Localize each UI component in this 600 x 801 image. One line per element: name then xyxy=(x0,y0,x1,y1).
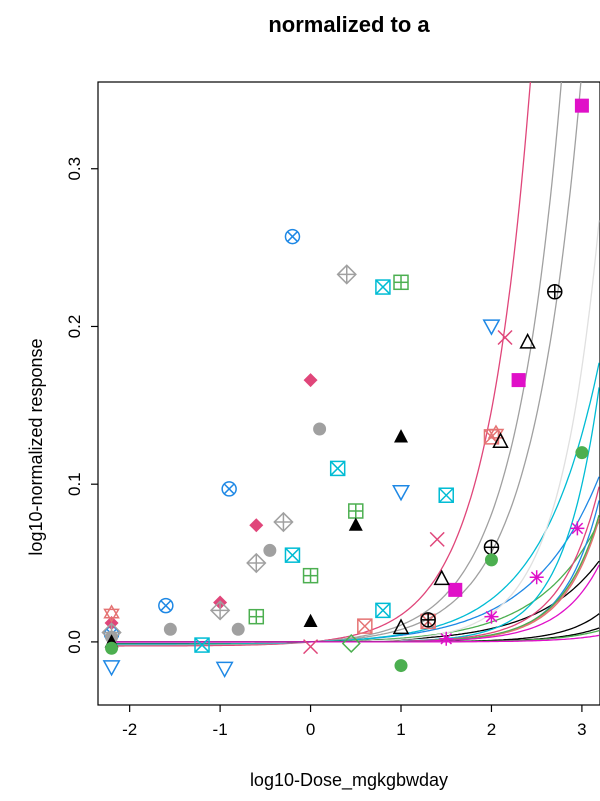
x-tick-label: 2 xyxy=(487,720,496,739)
data-point xyxy=(484,553,498,567)
fit-curve xyxy=(107,634,600,643)
data-point xyxy=(302,567,319,584)
fitted-curves xyxy=(107,82,600,647)
data-point xyxy=(303,613,318,628)
data-point xyxy=(246,552,267,574)
x-axis-label: log10-Dose_mgkgbwday xyxy=(250,770,448,791)
data-point xyxy=(341,634,361,653)
data-point xyxy=(375,279,391,295)
data-point xyxy=(163,622,177,636)
data-point xyxy=(348,517,363,531)
data-point xyxy=(105,641,119,655)
data-point xyxy=(284,547,301,563)
data-point xyxy=(348,503,364,519)
data-point xyxy=(336,264,357,285)
data-point xyxy=(375,602,391,619)
x-tick-label: 3 xyxy=(577,720,586,739)
data-point xyxy=(357,618,373,634)
chart-title: normalized to a xyxy=(268,12,430,37)
fit-curve xyxy=(107,514,600,643)
data-point xyxy=(392,485,410,502)
data-point xyxy=(429,531,445,547)
y-tick-label: 0.1 xyxy=(65,472,84,496)
data-point xyxy=(511,373,526,388)
data-point xyxy=(303,639,319,655)
data-point xyxy=(221,481,237,497)
data-point xyxy=(575,446,589,460)
data-point xyxy=(547,284,563,300)
data-point xyxy=(497,329,513,346)
data-point xyxy=(529,570,544,585)
data-point xyxy=(209,600,231,621)
data-point xyxy=(420,612,436,628)
data-point xyxy=(249,518,264,533)
plot-frame xyxy=(97,81,600,706)
fit-curve xyxy=(107,564,600,643)
data-point xyxy=(194,637,210,653)
data-point xyxy=(438,487,454,503)
y-axis-label: log10-normalized response xyxy=(26,338,46,555)
data-point xyxy=(519,332,536,349)
data-point xyxy=(482,319,501,336)
x-tick-label: 1 xyxy=(396,720,405,739)
data-points xyxy=(101,98,589,678)
x-tick-label: -1 xyxy=(213,720,228,739)
y-tick-label: 0.3 xyxy=(65,157,84,181)
data-point xyxy=(284,228,301,245)
fit-curve xyxy=(107,387,600,643)
fit-curve xyxy=(107,82,532,647)
fit-curve xyxy=(107,518,600,643)
fit-curve xyxy=(107,500,600,643)
data-point xyxy=(158,597,174,614)
data-point xyxy=(215,661,234,678)
data-point xyxy=(433,569,450,586)
data-point xyxy=(303,373,318,388)
data-point xyxy=(392,618,410,635)
data-point xyxy=(439,631,454,646)
data-point xyxy=(570,521,585,536)
data-point xyxy=(393,274,409,291)
data-point xyxy=(273,511,294,533)
data-point xyxy=(231,622,245,636)
data-point xyxy=(394,429,409,443)
fit-curve xyxy=(107,220,600,643)
data-point xyxy=(492,432,509,448)
y-tick-label: 0.2 xyxy=(65,315,84,339)
data-point xyxy=(263,543,277,557)
y-tick-label: 0.0 xyxy=(65,630,84,654)
x-tick-label: 0 xyxy=(306,720,315,739)
data-point xyxy=(483,539,500,556)
data-point xyxy=(102,660,121,677)
fit-curve xyxy=(107,515,600,643)
fit-curve xyxy=(107,82,582,645)
axes: -2 -1 0 1 2 3 0.0 0.1 0.2 0.3 xyxy=(65,157,587,739)
data-point xyxy=(103,604,120,623)
x-tick-label: -2 xyxy=(122,720,137,739)
data-point xyxy=(574,98,589,113)
data-point xyxy=(484,609,499,624)
data-point xyxy=(248,608,265,625)
data-point xyxy=(313,422,327,436)
data-point xyxy=(329,460,346,477)
data-point xyxy=(448,582,463,597)
fit-curve xyxy=(107,362,600,645)
data-point xyxy=(394,659,408,673)
